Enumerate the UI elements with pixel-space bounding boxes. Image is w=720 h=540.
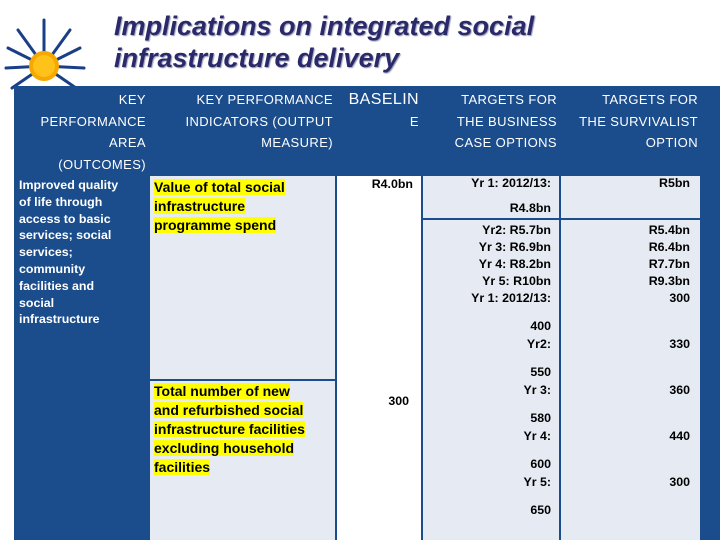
business-target-line: Yr 5:: [523, 475, 551, 489]
header-col4-line: THE BUSINESS: [456, 113, 557, 129]
survivalist-target: 330: [669, 337, 690, 351]
indicator-value-line: Value of total social: [154, 179, 285, 195]
header-baseline: BASELIN E: [337, 86, 421, 174]
survivalist-target: R9.3bn: [648, 274, 690, 288]
indicator-count-line: excluding household: [154, 440, 295, 456]
header-col5-line: TARGETS FOR: [602, 92, 698, 107]
indicator-count-line: and refurbished social: [154, 402, 304, 418]
baseline-value: R4.0bn: [371, 177, 413, 191]
header-col5-line: THE SURVIVALIST: [579, 113, 698, 129]
kpa-line: services;: [19, 245, 73, 260]
baseline-count: 300: [388, 394, 409, 408]
indicator-count-cell: Total number of new and refurbished soci…: [150, 381, 335, 540]
business-target-line: Yr2: R5.7bn: [482, 223, 551, 237]
header-col5-line: OPTION: [645, 135, 698, 150]
business-target-line: Yr 1: 2012/13:: [471, 291, 551, 305]
header-col1-line: (OUTCOMES): [58, 156, 146, 172]
sun-logo-icon: [4, 18, 86, 90]
row-separator: [423, 218, 559, 220]
business-targets-cell: Yr 1: 2012/13: R4.8bn Yr2: R5.7bn Yr 3: …: [423, 176, 559, 540]
kpa-line: social: [19, 295, 55, 310]
header-targets-business: TARGETS FOR THE BUSINESS CASE OPTIONS: [423, 86, 559, 174]
kpa-line: facilities and: [19, 278, 95, 293]
indicator-count-line: infrastructure facilities: [154, 421, 305, 437]
business-target-line: Yr 5: R10bn: [482, 274, 551, 288]
kpa-line: infrastructure: [19, 312, 100, 327]
indicator-value-cell: Value of total social infrastructure pro…: [150, 176, 335, 379]
kpa-line: access to basic: [19, 211, 111, 226]
survivalist-target: 300: [669, 291, 690, 305]
targets-table: KEY PERFORMANCE AREA (OUTCOMES) KEY PERF…: [14, 86, 720, 540]
kpa-cell: Improved quality of life through access …: [14, 176, 148, 540]
business-target-line: 600: [530, 457, 551, 471]
title-line-1: Implications on integrated social: [114, 11, 535, 41]
row-divider: [150, 379, 335, 381]
header-col1-line: KEY: [118, 92, 146, 107]
header-targets-survivalist: TARGETS FOR THE SURVIVALIST OPTION: [561, 86, 700, 174]
kpa-line: of life through: [19, 194, 103, 209]
kpa-line: community: [19, 261, 86, 276]
business-target-line: 580: [530, 411, 551, 425]
indicator-value-line: programme spend: [154, 217, 277, 233]
business-target-line: Yr2:: [526, 337, 551, 351]
survivalist-targets-cell: R5bn R5.4bn R6.4bn R7.7bn R9.3bn 300 330…: [561, 176, 700, 540]
survivalist-target: R5.4bn: [648, 223, 690, 237]
header-col2-line: INDICATORS (OUTPUT: [185, 113, 333, 129]
business-year1-label: Yr 1: 2012/13:: [471, 176, 551, 190]
business-year1-value: R4.8bn: [509, 201, 551, 215]
header-key-performance-area: KEY PERFORMANCE AREA (OUTCOMES): [14, 86, 148, 174]
business-target-line: 400: [530, 319, 551, 333]
row-separator: [561, 218, 700, 220]
survivalist-target: R7.7bn: [648, 257, 690, 271]
header-col2-line: MEASURE): [261, 135, 333, 150]
header-col2-line: KEY PERFORMANCE: [196, 92, 333, 107]
header-col3-line: BASELIN: [348, 91, 419, 108]
title-line-2: infrastructure delivery: [114, 43, 400, 73]
baseline-cell: R4.0bn 300: [337, 176, 421, 540]
business-target-line: 550: [530, 365, 551, 379]
business-target-line: Yr 4:: [523, 429, 551, 443]
kpa-line: services; social: [19, 228, 112, 243]
header-col4-line: CASE OPTIONS: [454, 135, 557, 150]
header-col1-line: PERFORMANCE: [40, 113, 146, 129]
indicator-count-line: Total number of new: [154, 383, 290, 399]
header-col1-line: AREA: [108, 135, 146, 150]
business-target-line: 650: [530, 503, 551, 517]
survivalist-target: 440: [669, 429, 690, 443]
header-key-performance-indicators: KEY PERFORMANCE INDICATORS (OUTPUT MEASU…: [150, 86, 335, 174]
survivalist-target: R5bn: [659, 176, 690, 190]
business-target-line: Yr 3:: [523, 383, 551, 397]
indicator-count-line: facilities: [154, 459, 211, 475]
kpa-line: Improved quality: [19, 178, 119, 192]
indicator-value-line: infrastructure: [154, 198, 246, 214]
header-col3-line: E: [409, 113, 419, 129]
page-title: Implications on integrated social infras…: [114, 10, 714, 74]
business-target-line: Yr 3: R6.9bn: [478, 240, 551, 254]
business-target-line: Yr 4: R8.2bn: [478, 257, 551, 271]
survivalist-target: 360: [669, 383, 690, 397]
survivalist-target: 300: [669, 475, 690, 489]
survivalist-target: R6.4bn: [648, 240, 690, 254]
header-col4-line: TARGETS FOR: [461, 92, 557, 107]
